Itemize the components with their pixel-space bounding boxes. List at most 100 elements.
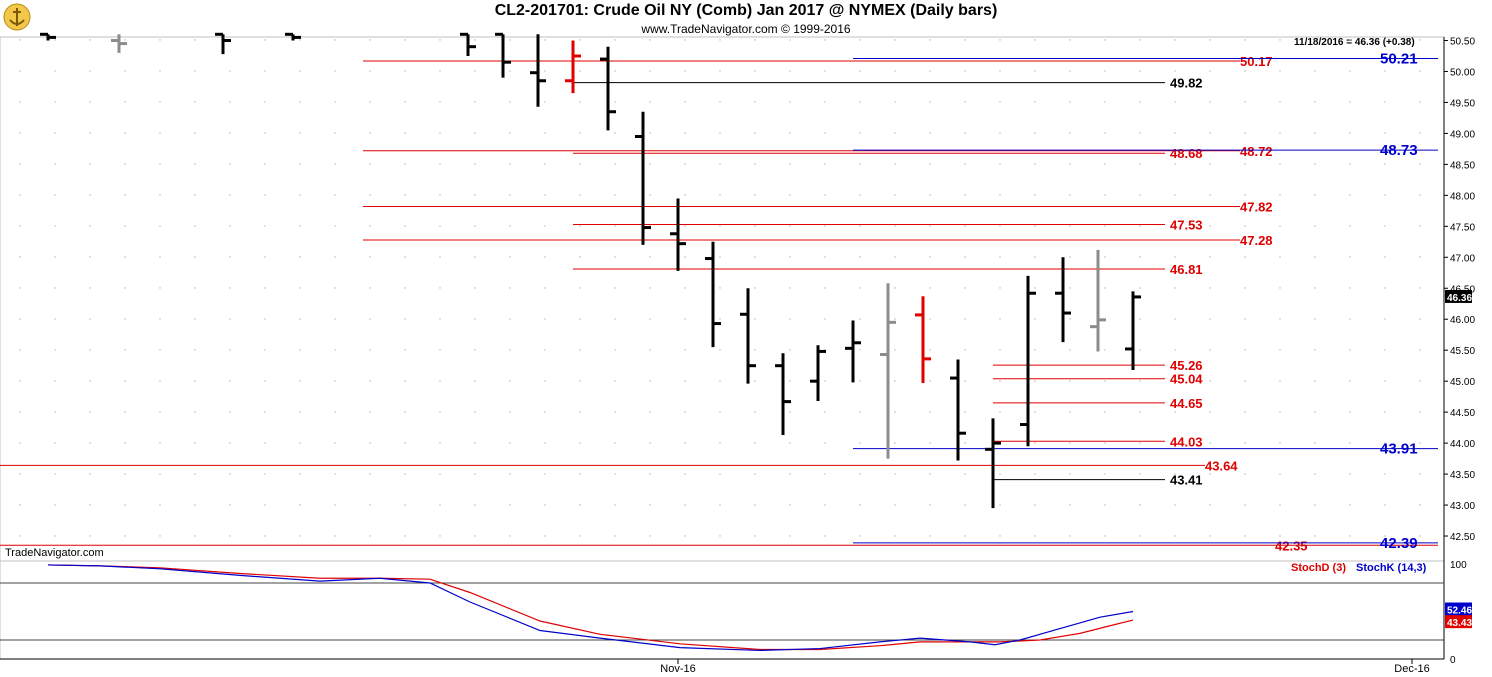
grid-dot (1034, 194, 1036, 196)
grid-dot (544, 256, 546, 258)
grid-dot (789, 535, 791, 537)
grid-dot (1279, 256, 1281, 258)
grid-dot (369, 39, 371, 41)
grid-dot (1104, 411, 1106, 413)
grid-dot (649, 411, 651, 413)
grid-dot (404, 473, 406, 475)
grid-dot (544, 225, 546, 227)
grid-dot (964, 411, 966, 413)
grid-dot (999, 194, 1001, 196)
grid-dot (894, 318, 896, 320)
grid-dot (54, 349, 56, 351)
grid-dot (754, 194, 756, 196)
grid-dot (264, 411, 266, 413)
grid-dot (1419, 287, 1421, 289)
grid-dot (159, 163, 161, 165)
level-label: 47.82 (1240, 199, 1273, 214)
grid-dot (54, 225, 56, 227)
grid-dot (439, 349, 441, 351)
grid-dot (929, 39, 931, 41)
grid-dot (1244, 39, 1246, 41)
grid-dot (404, 318, 406, 320)
grid-dot (194, 39, 196, 41)
grid-dot (89, 318, 91, 320)
grid-dot (894, 535, 896, 537)
grid-dot (1209, 380, 1211, 382)
grid-dot (859, 349, 861, 351)
grid-dot (1349, 70, 1351, 72)
grid-dot (1104, 225, 1106, 227)
grid-dot (579, 70, 581, 72)
grid-dot (1349, 194, 1351, 196)
grid-dot (754, 70, 756, 72)
grid-dot (1279, 535, 1281, 537)
grid-dot (544, 194, 546, 196)
grid-dot (579, 132, 581, 134)
grid-dot (439, 225, 441, 227)
grid-dot (369, 442, 371, 444)
grid-dot (1349, 442, 1351, 444)
grid-dot (719, 287, 721, 289)
ohlc-bar (111, 34, 127, 53)
grid-dot (824, 411, 826, 413)
grid-dot (544, 411, 546, 413)
grid-dot (754, 287, 756, 289)
grid-dot (684, 163, 686, 165)
grid-dot (89, 194, 91, 196)
grid-dot (754, 163, 756, 165)
ohlc-bar (285, 32, 301, 41)
grid-dot (474, 411, 476, 413)
grid-dot (929, 101, 931, 103)
grid-dot (824, 101, 826, 103)
grid-dot (684, 535, 686, 537)
grid-dot (964, 163, 966, 165)
grid-dot (439, 101, 441, 103)
grid-dot (264, 504, 266, 506)
grid-dot (999, 380, 1001, 382)
grid-dot (929, 318, 931, 320)
grid-dot (194, 256, 196, 258)
grid-dot (54, 535, 56, 537)
grid-dot (124, 194, 126, 196)
grid-dot (754, 535, 756, 537)
grid-dot (159, 194, 161, 196)
grid-dot (614, 473, 616, 475)
grid-dot (754, 256, 756, 258)
grid-dot (1384, 411, 1386, 413)
stochd-line (47, 564, 1134, 651)
grid-dot (824, 380, 826, 382)
grid-dot (19, 163, 21, 165)
grid-dot (334, 411, 336, 413)
grid-dot (824, 287, 826, 289)
grid-dot (194, 535, 196, 537)
grid-dot (1104, 194, 1106, 196)
grid-dot (124, 411, 126, 413)
grid-dot (124, 256, 126, 258)
y-tick-label: 45.50 (1450, 346, 1475, 357)
grid-dot (789, 163, 791, 165)
grid-dot (124, 442, 126, 444)
grid-dot (1244, 504, 1246, 506)
grid-dot (19, 132, 21, 134)
grid-dot (89, 473, 91, 475)
grid-dot (194, 504, 196, 506)
grid-dot (1034, 225, 1036, 227)
grid-dot (19, 101, 21, 103)
grid-dot (1244, 535, 1246, 537)
grid-dot (824, 535, 826, 537)
grid-dot (19, 442, 21, 444)
grid-dot (1314, 535, 1316, 537)
grid-dot (544, 287, 546, 289)
grid-dot (509, 194, 511, 196)
stochd-label: StochD (3) (1291, 562, 1346, 574)
level-label: 46.81 (1170, 262, 1203, 277)
grid-dot (544, 39, 546, 41)
grid-dot (754, 442, 756, 444)
grid-dot (19, 349, 21, 351)
grid-dot (1419, 256, 1421, 258)
grid-dot (54, 70, 56, 72)
grid-dot (649, 163, 651, 165)
grid-dot (1209, 504, 1211, 506)
